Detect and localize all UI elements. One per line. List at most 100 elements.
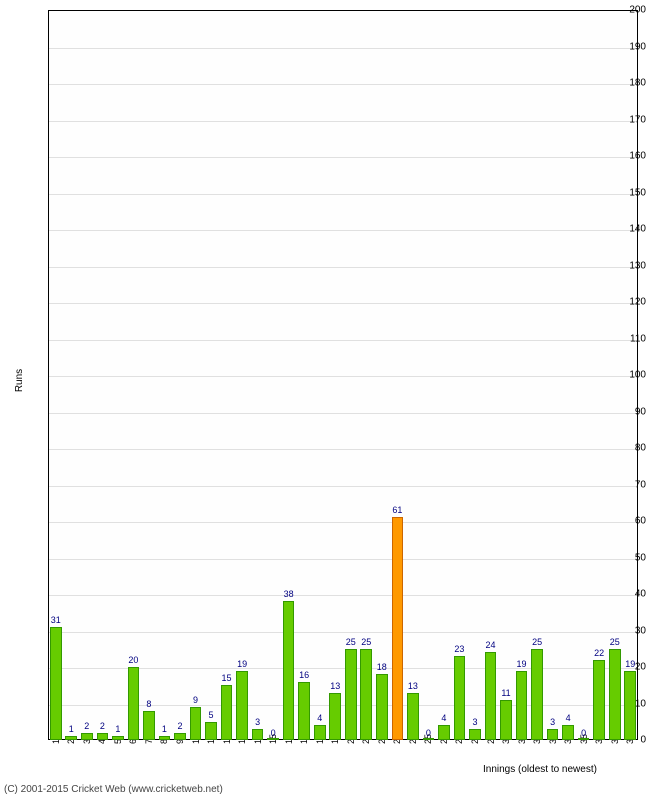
bar-value-label: 18 [377,662,387,672]
bar-value-label: 2 [100,721,105,731]
bar-value-label: 4 [441,713,446,723]
bar-value-label: 1 [69,724,74,734]
ytick-label: 190 [604,41,646,52]
ytick-label: 70 [604,479,646,490]
bar-value-label: 9 [193,695,198,705]
bar-value-label: 20 [128,655,138,665]
bar-value-label: 25 [361,637,371,647]
bar-value-label: 38 [284,589,294,599]
bar-value-label: 31 [51,615,61,625]
bar-value-label: 22 [594,648,604,658]
ytick-label: 30 [604,625,646,636]
bar [221,685,233,740]
ytick-label: 150 [604,187,646,198]
gridline [49,194,637,195]
bar-value-label: 3 [255,717,260,727]
bar-value-label: 11 [501,688,510,698]
bar [438,725,450,740]
gridline [49,84,637,85]
bar-value-label: 19 [517,659,527,669]
gridline [49,449,637,450]
bar [624,671,636,740]
ytick-label: 120 [604,297,646,308]
gridline [49,340,637,341]
bar [159,736,171,740]
bar-value-label: 13 [408,681,418,691]
bar-value-label: 0 [271,728,276,738]
gridline [49,413,637,414]
gridline [49,157,637,158]
bar [531,649,543,740]
gridline [49,522,637,523]
gridline [49,486,637,487]
gridline [49,267,637,268]
gridline [49,121,637,122]
bar [236,671,248,740]
bar-value-label: 4 [566,713,571,723]
bar [298,682,310,740]
bar [65,736,77,740]
ytick-label: 80 [604,443,646,454]
bar [593,660,605,740]
bar-value-label: 15 [222,673,232,683]
bar-value-label: 2 [177,721,182,731]
gridline [49,376,637,377]
bar [283,601,295,740]
bar-value-label: 25 [610,637,620,647]
bar-value-label: 13 [330,681,340,691]
bar [97,733,109,740]
x-axis-label: Innings (oldest to newest) [483,764,597,775]
bar-value-label: 8 [146,699,151,709]
bar [190,707,202,740]
bar [407,693,419,740]
bar-value-label: 4 [317,713,322,723]
ytick-label: 140 [604,224,646,235]
plot-area [49,11,637,739]
bar [423,738,435,740]
ytick-label: 50 [604,552,646,563]
gridline [49,595,637,596]
bar-value-label: 23 [454,644,464,654]
ytick-label: 90 [604,406,646,417]
bar [609,649,621,740]
bar-value-label: 2 [84,721,89,731]
bar [252,729,264,740]
ytick-label: 200 [604,5,646,16]
bar-value-label: 24 [485,640,495,650]
bar [469,729,481,740]
ytick-label: 110 [604,333,646,344]
bar-value-label: 1 [115,724,120,734]
bar [50,627,62,740]
gridline [49,559,637,560]
ytick-label: 160 [604,151,646,162]
bar-value-label: 5 [209,710,214,720]
bar-value-label: 3 [550,717,555,727]
bar-value-label: 61 [392,505,402,515]
bar [454,656,466,740]
bar-value-label: 16 [299,670,309,680]
bar [376,674,388,740]
bar [345,649,357,740]
bar-value-label: 1 [162,724,167,734]
bar [547,729,559,740]
gridline [49,303,637,304]
bar [143,711,155,740]
ytick-label: 170 [604,114,646,125]
bar-value-label: 19 [237,659,247,669]
bar [562,725,574,740]
bar-value-label: 0 [426,728,431,738]
bar [267,738,279,740]
bar [314,725,326,740]
bar [81,733,93,740]
bar [329,693,341,740]
ytick-label: 130 [604,260,646,271]
bar [485,652,497,740]
gridline [49,632,637,633]
chart-container: 0102030405060708090100110120130140150160… [0,0,650,800]
ytick-label: 100 [604,370,646,381]
bar [500,700,512,740]
y-axis-label: Runs [14,369,25,392]
copyright-text: (C) 2001-2015 Cricket Web (www.cricketwe… [4,784,223,795]
ytick-label: 180 [604,78,646,89]
bar-value-label: 0 [581,728,586,738]
